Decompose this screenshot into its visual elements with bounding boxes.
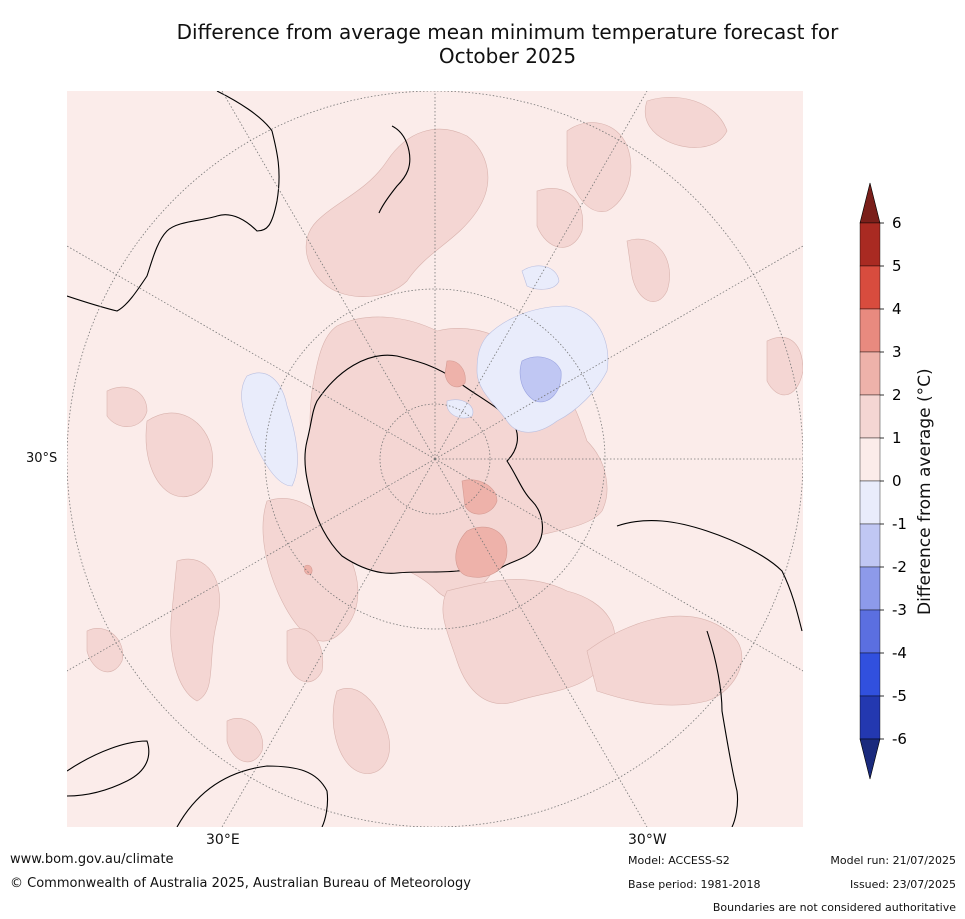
coastline-australia — [67, 91, 280, 312]
colorbar-box — [859, 695, 881, 740]
colorbar-box — [859, 566, 881, 611]
colorbar-box — [859, 265, 881, 310]
model-text: Model: ACCESS-S2 — [628, 854, 730, 867]
colorbar-tick-label: -4 — [892, 644, 907, 662]
title-line-2: October 2025 — [438, 44, 577, 68]
model-run-text: Model run: 21/07/2025 — [830, 854, 956, 867]
colorbar-box — [859, 308, 881, 353]
colorbar-tick-label: -6 — [892, 730, 907, 748]
chart-title: Difference from average mean minimum tem… — [60, 20, 955, 68]
disclaimer-text: Boundaries are not considered authoritat… — [712, 901, 956, 914]
copyright-text: © Commonwealth of Australia 2025, Austra… — [10, 876, 471, 891]
anomaly-minus2-to-minus1-region — [519, 356, 562, 403]
colorbar-extend-bottom — [859, 738, 881, 780]
longitude-label-30e: 30°E — [206, 832, 240, 848]
colorbar: 6 5 4 3 2 1 0 -1 -2 -3 -4 -5 -6 — [859, 182, 907, 780]
colorbar-tick-label: 5 — [892, 257, 902, 275]
colorbar-box — [859, 652, 881, 697]
colorbar-tick-label: -3 — [892, 601, 907, 619]
coastline-new-zealand — [378, 125, 411, 214]
latitude-label-30s: 30°S — [26, 451, 58, 466]
colorbar-box — [859, 609, 881, 654]
colorbar-tick-label: 3 — [892, 343, 902, 361]
anomaly-plus2-to-plus3-regions — [304, 360, 508, 578]
colorbar-box — [859, 437, 881, 482]
coastline-africa — [67, 740, 329, 827]
colorbar-tick-label: 2 — [892, 386, 902, 404]
website-link[interactable]: www.bom.gov.au/climate — [10, 852, 174, 867]
colorbar-box — [859, 351, 881, 396]
coastline-south-america — [616, 520, 803, 827]
base-period-text: Base period: 1981-2018 — [628, 878, 761, 891]
graticule — [67, 91, 803, 827]
colorbar-tick-label: -2 — [892, 558, 907, 576]
colorbar-tick-label: 4 — [892, 300, 902, 318]
colorbar-box — [859, 523, 881, 568]
colorbar-tick-label: 0 — [892, 472, 902, 490]
title-line-1: Difference from average mean minimum tem… — [176, 20, 839, 44]
colorbar-tick-label: 1 — [892, 429, 902, 447]
issued-text: Issued: 23/07/2025 — [849, 878, 956, 891]
colorbar-tick-label: -1 — [892, 515, 907, 533]
colorbar-label: Difference from average (°C) — [915, 368, 935, 615]
colorbar-box — [859, 394, 881, 439]
southern-hemisphere-map[interactable] — [67, 91, 803, 827]
colorbar-extend-top — [859, 182, 881, 224]
colorbar-tick-label: -5 — [892, 687, 907, 705]
colorbar-tick-label: 6 — [892, 214, 902, 232]
colorbar-box — [859, 222, 881, 267]
colorbar-box — [859, 480, 881, 525]
longitude-label-30w: 30°W — [628, 832, 667, 848]
